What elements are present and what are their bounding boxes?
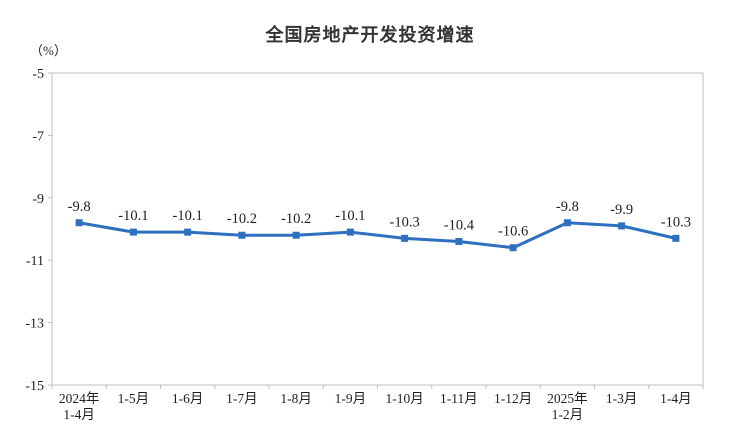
- x-axis-label: 1-11月: [440, 391, 478, 406]
- x-axis-label: 1-12月: [494, 391, 532, 406]
- data-point-marker: [238, 231, 246, 239]
- data-point-marker: [563, 219, 571, 227]
- data-point-marker: [455, 237, 463, 245]
- data-point-label: -10.2: [281, 211, 311, 227]
- x-axis-label: 1-4月: [63, 407, 95, 422]
- data-line: [77, 221, 678, 250]
- data-point-label: -10.2: [227, 211, 257, 227]
- data-point-label: -9.8: [68, 199, 91, 215]
- data-point-label: -10.4: [444, 217, 475, 233]
- y-axis-unit-label: （%）: [30, 43, 67, 58]
- y-axis-tick-label: -7: [32, 129, 44, 144]
- x-axis-label: 1-2月: [552, 407, 584, 422]
- data-point-marker: [509, 244, 517, 252]
- x-axis-label: 1-9月: [335, 391, 367, 406]
- data-point-marker: [346, 228, 354, 236]
- data-point-marker: [618, 222, 626, 230]
- y-axis-tick-label: -13: [25, 317, 44, 332]
- x-axis-label: 2024年: [59, 391, 100, 406]
- x-axis-label: 1-5月: [118, 391, 150, 406]
- x-axis-label: 1-7月: [226, 391, 258, 406]
- data-point-label: -10.1: [118, 208, 148, 224]
- data-point-marker: [401, 234, 409, 242]
- x-axis-label: 2025年: [547, 391, 588, 406]
- x-axis-label: 1-4月: [660, 391, 692, 406]
- y-axis-tick-label: -9: [32, 192, 44, 207]
- data-point-label: -9.9: [610, 202, 633, 218]
- data-point-label: -9.8: [556, 199, 579, 215]
- data-point-label: -10.3: [661, 214, 691, 230]
- x-axis-label: 1-3月: [606, 391, 638, 406]
- plot-area-border: [51, 72, 704, 386]
- data-point-label: -10.1: [173, 208, 203, 224]
- data-point-label: -10.3: [390, 214, 420, 230]
- data-point-marker: [129, 228, 137, 236]
- chart-title: 全国房地产开发投资增速: [265, 25, 475, 45]
- x-axis-label: 1-8月: [280, 391, 312, 406]
- data-point-label: -10.1: [335, 208, 365, 224]
- x-axis-label: 1-6月: [172, 391, 204, 406]
- y-axis-tick-label: -5: [32, 67, 44, 82]
- y-axis-tick-label: -15: [25, 379, 44, 394]
- data-point-label: -10.6: [498, 224, 528, 240]
- data-point-marker: [75, 219, 83, 227]
- data-point-marker: [672, 234, 680, 242]
- data-point-marker: [184, 228, 192, 236]
- y-axis-tick-label: -11: [26, 254, 44, 269]
- data-point-marker: [292, 231, 300, 239]
- x-axis-label: 1-10月: [386, 391, 424, 406]
